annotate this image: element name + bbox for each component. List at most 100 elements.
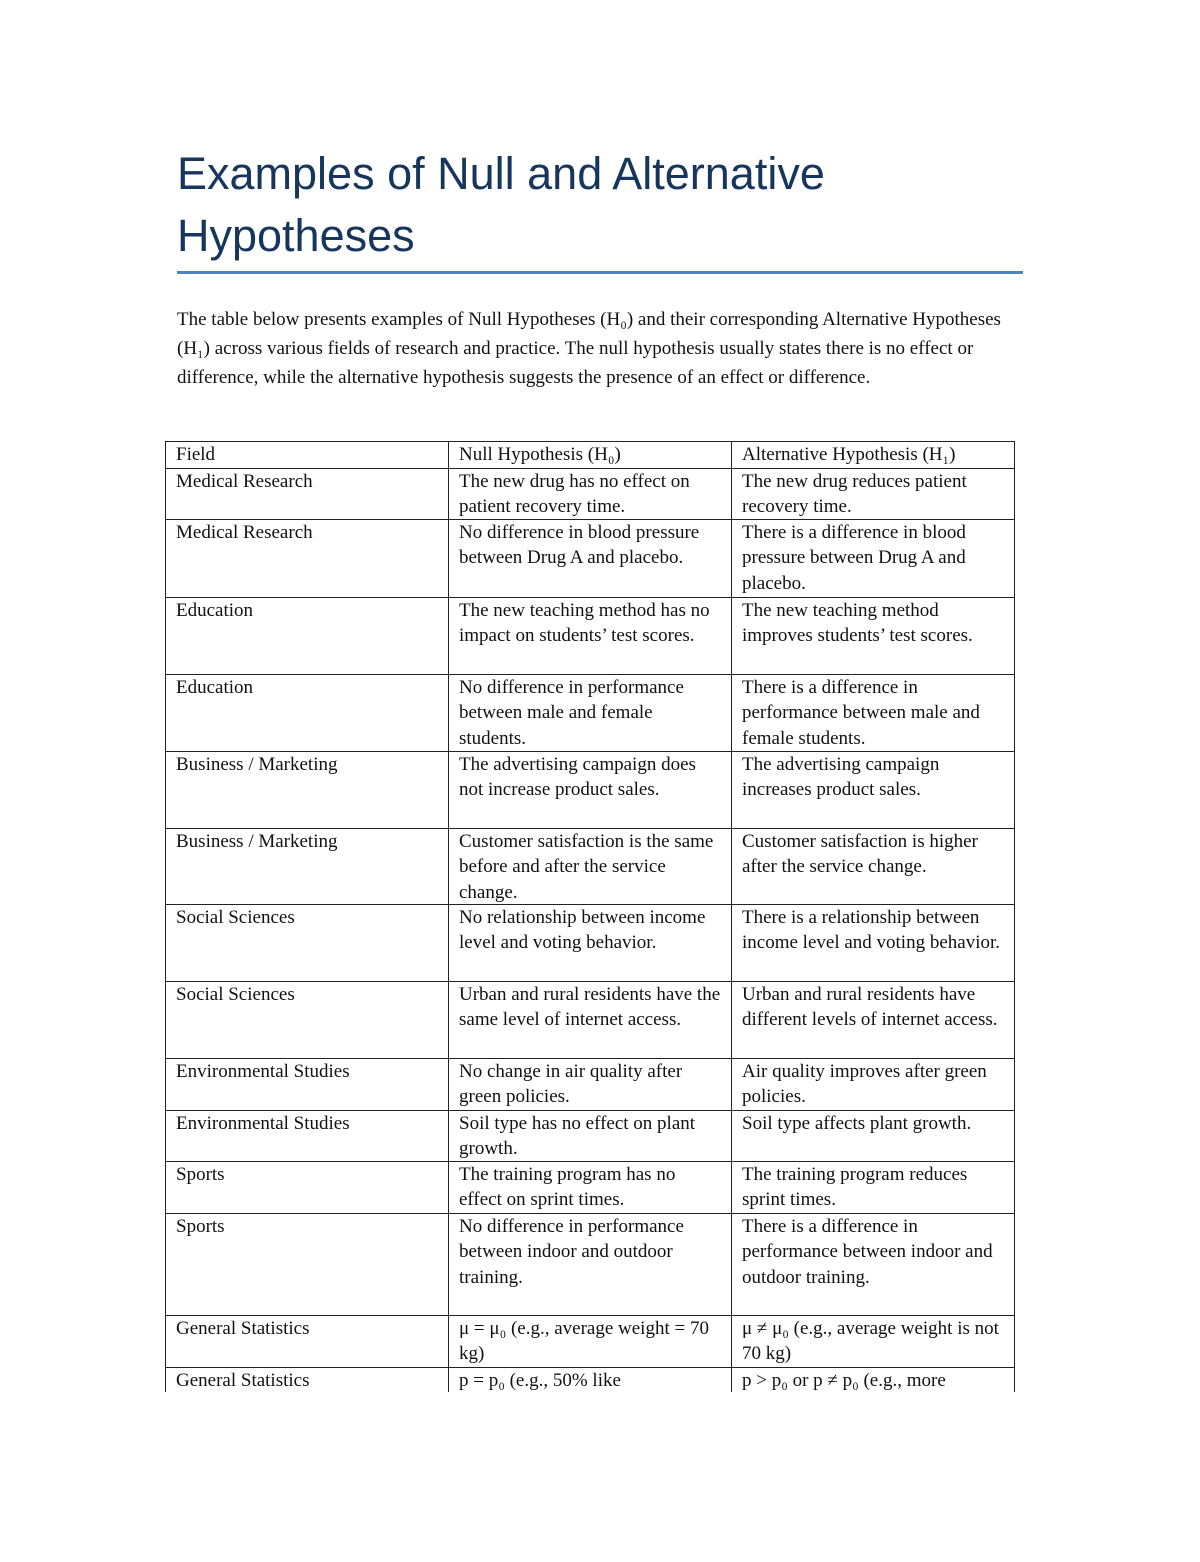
null-hypothesis-cell-text: No difference in performance between ind…	[459, 1215, 684, 1288]
page-bottom-margin	[0, 1392, 1200, 1562]
null-hypothesis-cell-text: The advertising campaign does not increa…	[459, 753, 696, 801]
alternative-hypothesis-cell-text: There is a difference in blood pressure …	[742, 521, 966, 594]
null-hypothesis-cell: Customer satisfaction is the same before…	[448, 827, 732, 905]
null-hypothesis-cell-text: μ = μ₀ (e.g., average weight = 70 kg)	[459, 1317, 709, 1365]
title-underline	[177, 271, 1023, 274]
field-cell: Business / Marketing	[165, 827, 449, 905]
alternative-hypothesis-cell-text: The training program reduces sprint time…	[742, 1163, 968, 1211]
field-cell: General Statistics	[165, 1314, 449, 1368]
header-alternative-hypothesis: Alternative Hypothesis (H₁)	[731, 441, 1015, 469]
alternative-hypothesis-cell: There is a difference in performance bet…	[731, 1212, 1015, 1316]
alternative-hypothesis-cell: The new drug reduces patient recovery ti…	[731, 467, 1015, 520]
hypotheses-table: Field Null Hypothesis (H₀) Alternative H…	[165, 441, 1015, 1408]
header-null-hypothesis: Null Hypothesis (H₀)	[448, 441, 732, 469]
null-hypothesis-cell: The new teaching method has no impact on…	[448, 596, 732, 675]
alternative-hypothesis-cell-text: Urban and rural residents have different…	[742, 983, 998, 1031]
null-hypothesis-cell: No difference in performance between mal…	[448, 673, 732, 752]
table-row: Education The new teaching method has no …	[165, 596, 1015, 675]
field-cell: Environmental Studies	[165, 1057, 449, 1111]
null-hypothesis-cell-text: No relationship between income level and…	[459, 906, 706, 954]
alternative-hypothesis-cell-text: Soil type affects plant growth.	[742, 1112, 972, 1134]
field-cell-text: Social Sciences	[176, 906, 295, 928]
null-hypothesis-cell-text: p = p₀ (e.g., 50% like	[459, 1369, 621, 1391]
intro-paragraph: The table below presents examples of Nul…	[177, 309, 1001, 388]
alternative-hypothesis-cell: μ ≠ μ₀ (e.g., average weight is not 70 k…	[731, 1314, 1015, 1368]
field-cell: Sports	[165, 1160, 449, 1214]
field-cell: Education	[165, 673, 449, 752]
null-hypothesis-cell: No difference in performance between ind…	[448, 1212, 732, 1316]
field-cell-text: Business / Marketing	[176, 753, 338, 775]
null-hypothesis-cell: No change in air quality after green pol…	[448, 1057, 732, 1111]
alternative-hypothesis-cell-text: Customer satisfaction is higher after th…	[742, 830, 978, 878]
alternative-hypothesis-cell: Customer satisfaction is higher after th…	[731, 827, 1015, 905]
header-field: Field	[165, 441, 449, 469]
null-hypothesis-cell: The advertising campaign does not increa…	[448, 750, 732, 829]
field-cell: Business / Marketing	[165, 750, 449, 829]
field-cell-text: Social Sciences	[176, 983, 295, 1005]
table-row: General Statistics μ = μ₀ (e.g., average …	[165, 1314, 1015, 1368]
null-hypothesis-cell: μ = μ₀ (e.g., average weight = 70 kg)	[448, 1314, 732, 1368]
field-cell: Sports	[165, 1212, 449, 1316]
null-hypothesis-cell-text: The new drug has no effect on patient re…	[459, 470, 690, 518]
alternative-hypothesis-cell-text: The new teaching method improves student…	[742, 599, 973, 647]
field-cell-text: General Statistics	[176, 1317, 310, 1339]
alternative-hypothesis-cell: Soil type affects plant growth.	[731, 1109, 1015, 1162]
field-cell: Medical Research	[165, 518, 449, 598]
field-cell-text: Sports	[176, 1215, 225, 1237]
field-cell: Social Sciences	[165, 903, 449, 982]
null-hypothesis-cell-text: No difference in blood pressure between …	[459, 521, 700, 569]
null-hypothesis-cell-text: Customer satisfaction is the same before…	[459, 830, 714, 903]
table-row: Sports The training program has no effect…	[165, 1160, 1015, 1214]
alternative-hypothesis-cell: The training program reduces sprint time…	[731, 1160, 1015, 1214]
field-cell-text: Education	[176, 599, 254, 621]
table-row: Social Sciences Urban and rural residents…	[165, 980, 1015, 1059]
field-cell: Social Sciences	[165, 980, 449, 1059]
field-cell-text: General Statistics	[176, 1369, 310, 1391]
field-cell-text: Environmental Studies	[176, 1112, 350, 1134]
null-hypothesis-cell-text: Urban and rural residents have the same …	[459, 983, 721, 1031]
table-row: Business / Marketing Customer satisfactio…	[165, 827, 1015, 905]
field-cell-text: Sports	[176, 1163, 225, 1185]
null-hypothesis-cell: The training program has no effect on sp…	[448, 1160, 732, 1214]
alternative-hypothesis-cell: There is a difference in blood pressure …	[731, 518, 1015, 598]
alternative-hypothesis-cell-text: Air quality improves after green policie…	[742, 1060, 987, 1108]
alternative-hypothesis-cell: There is a relationship between income l…	[731, 903, 1015, 982]
document-title: Examples of Null and Alternative Hypothe…	[177, 148, 825, 261]
alternative-hypothesis-cell-text: There is a difference in performance bet…	[742, 1215, 993, 1288]
field-cell-text: Medical Research	[176, 521, 313, 543]
alternative-hypothesis-cell: Air quality improves after green policie…	[731, 1057, 1015, 1111]
field-cell-text: Education	[176, 676, 254, 698]
alternative-hypothesis-cell-text: There is a relationship between income l…	[742, 906, 1001, 954]
alternative-hypothesis-cell-text: μ ≠ μ₀ (e.g., average weight is not 70 k…	[742, 1317, 999, 1365]
table-row: Medical Research The new drug has no effe…	[165, 467, 1015, 520]
null-hypothesis-cell-text: The training program has no effect on sp…	[459, 1163, 676, 1211]
null-hypothesis-cell: Urban and rural residents have the same …	[448, 980, 732, 1059]
alternative-hypothesis-cell: The new teaching method improves student…	[731, 596, 1015, 675]
field-cell-text: Medical Research	[176, 470, 313, 492]
null-hypothesis-cell: No difference in blood pressure between …	[448, 518, 732, 598]
null-hypothesis-cell: No relationship between income level and…	[448, 903, 732, 982]
field-cell-text: Environmental Studies	[176, 1060, 350, 1082]
table-row: Business / Marketing The advertising camp…	[165, 750, 1015, 829]
table-row: Social Sciences No relationship between i…	[165, 903, 1015, 982]
null-hypothesis-cell: The new drug has no effect on patient re…	[448, 467, 732, 520]
table-row: Education No difference in performance be…	[165, 673, 1015, 752]
null-hypothesis-cell-text: No difference in performance between mal…	[459, 676, 684, 749]
alternative-hypothesis-cell-text: There is a difference in performance bet…	[742, 676, 980, 749]
table-header-row: Field Null Hypothesis (H₀) Alternative H…	[165, 441, 1015, 469]
null-hypothesis-cell-text: No change in air quality after green pol…	[459, 1060, 683, 1108]
null-hypothesis-cell: Soil type has no effect on plant growth.	[448, 1109, 732, 1162]
alternative-hypothesis-cell: The advertising campaign increases produ…	[731, 750, 1015, 829]
null-hypothesis-cell-text: The new teaching method has no impact on…	[459, 599, 710, 647]
table-row: Environmental Studies No change in air qu…	[165, 1057, 1015, 1111]
null-hypothesis-cell-text: Soil type has no effect on plant growth.	[459, 1112, 696, 1160]
alternative-hypothesis-cell-text: p > p₀ or p ≠ p₀ (e.g., more	[742, 1369, 946, 1391]
alternative-hypothesis-cell-text: The advertising campaign increases produ…	[742, 753, 940, 801]
table-row: Sports No difference in performance betwe…	[165, 1212, 1015, 1316]
alternative-hypothesis-cell: Urban and rural residents have different…	[731, 980, 1015, 1059]
table-row: Environmental Studies Soil type has no ef…	[165, 1109, 1015, 1162]
field-cell: Environmental Studies	[165, 1109, 449, 1162]
alternative-hypothesis-cell-text: The new drug reduces patient recovery ti…	[742, 470, 967, 518]
table-row: Medical Research No difference in blood p…	[165, 518, 1015, 598]
field-cell: Medical Research	[165, 467, 449, 520]
